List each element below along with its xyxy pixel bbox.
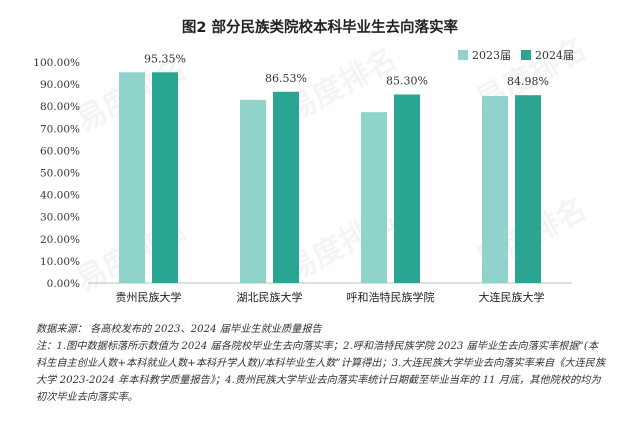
- bar-2023: [361, 112, 387, 284]
- chart-title: 图2 部分民族类院校本科毕业生去向落实率: [181, 20, 459, 36]
- y-tick-label: 30.00%: [40, 212, 80, 224]
- y-tick-label: 100.00%: [33, 57, 80, 69]
- bar-2023: [482, 96, 508, 283]
- data-source-text: 数据来源： 各高校发布的 2023、2024 届毕业生就业质量报告: [36, 324, 322, 335]
- y-tick-label: 50.00%: [40, 168, 80, 180]
- legend-swatch-2024: [521, 50, 531, 60]
- legend-swatch-2023: [458, 50, 468, 60]
- bar-2023: [119, 72, 145, 284]
- data-label: 86.53%: [265, 72, 307, 85]
- bar-2024: [273, 91, 299, 283]
- bar-2024: [394, 94, 420, 283]
- bar-2024: [515, 95, 541, 283]
- y-tick-label: 10.00%: [40, 256, 80, 268]
- y-tick-label: 90.00%: [40, 79, 80, 91]
- legend-item-2024: 2024届: [521, 47, 574, 63]
- y-tick-label: 0.00%: [47, 278, 80, 290]
- data-label: 84.98%: [507, 75, 549, 88]
- chart-notes: 数据来源： 各高校发布的 2023、2024 届毕业生就业质量报告 注：1.图中…: [36, 321, 606, 406]
- y-tick-label: 80.00%: [40, 101, 80, 113]
- category-label: 大连民族大学: [479, 290, 545, 304]
- y-tick-label: 20.00%: [40, 234, 80, 246]
- bar-2024: [152, 72, 178, 284]
- bar-2023: [240, 99, 266, 283]
- legend-label-2024: 2024届: [535, 49, 574, 62]
- data-label: 95.35%: [144, 52, 186, 65]
- y-tick-label: 70.00%: [40, 123, 80, 135]
- bar-chart: 0.00% 10.00% 20.00% 30.00% 40.00% 50.00% 60.00…: [33, 52, 572, 304]
- legend-item-2023: 2023届: [458, 47, 511, 63]
- category-label: 贵州民族大学: [116, 290, 182, 304]
- legend: 2023届 2024届: [458, 47, 574, 63]
- category-label: 湖北民族大学: [237, 290, 303, 304]
- legend-label-2023: 2023届: [472, 49, 511, 62]
- y-tick-label: 60.00%: [40, 145, 80, 157]
- category-label: 呼和浩特民族学院: [347, 290, 435, 304]
- footnote-text: 注：1.图中数据标落所示数值为 2024 届各院校毕业生去向落实率；2.呼和浩特…: [36, 341, 606, 403]
- data-label: 85.30%: [386, 74, 428, 87]
- y-tick-label: 40.00%: [40, 190, 80, 202]
